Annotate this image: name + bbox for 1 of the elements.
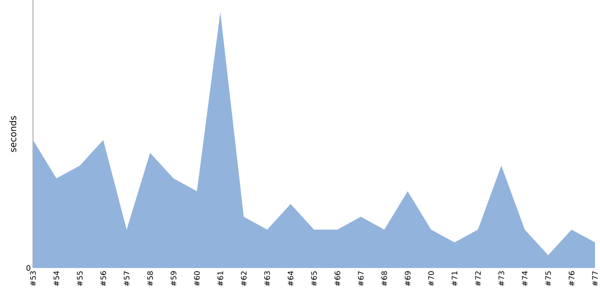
y-axis-title: seconds (9, 116, 16, 152)
